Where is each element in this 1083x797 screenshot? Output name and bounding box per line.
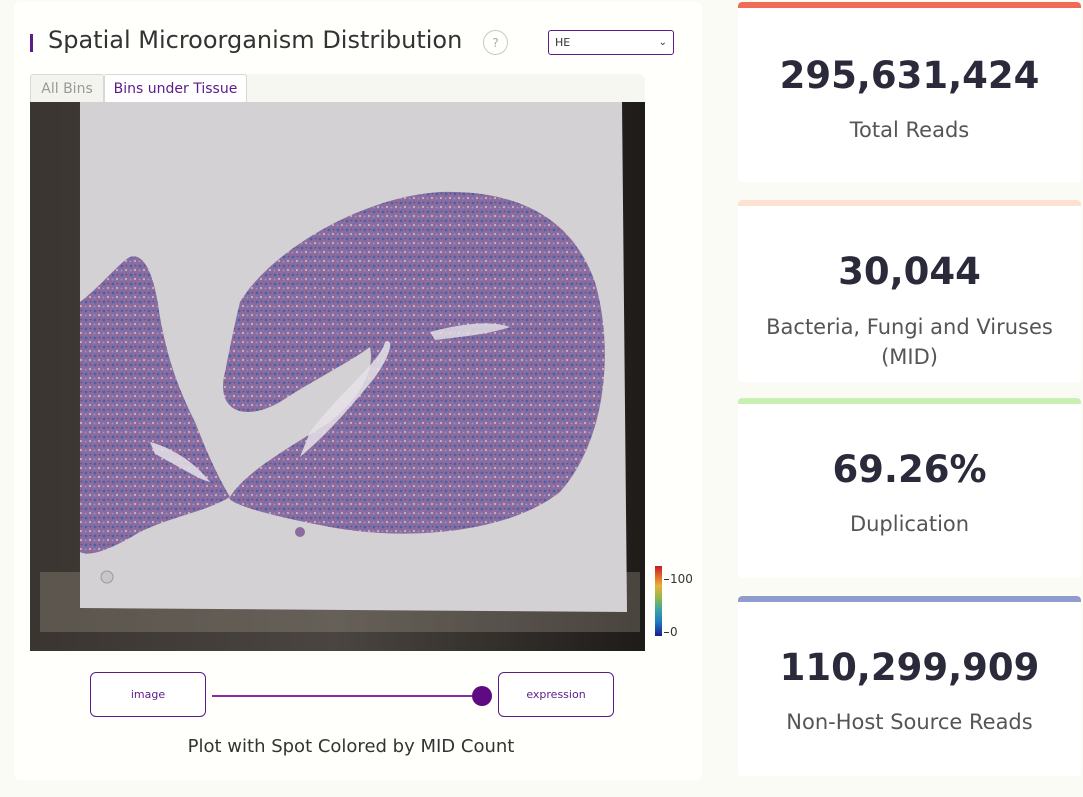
tissue-lobe-left	[80, 256, 230, 554]
help-icon[interactable]: ?	[483, 30, 508, 55]
tissue-fragment	[295, 527, 305, 537]
colorbar-max-label: 100	[670, 572, 693, 586]
stat-value: 69.26%	[832, 448, 987, 491]
stat-label: Non-Host Source Reads	[786, 710, 1033, 734]
stat-value: 110,299,909	[779, 646, 1040, 689]
stat-card-mid: 30,044 Bacteria, Fungi and Viruses (MID)	[738, 200, 1081, 382]
stat-value: 295,631,424	[779, 54, 1040, 97]
tab-all-bins[interactable]: All Bins	[30, 74, 104, 102]
tissue-lobe-right	[223, 191, 605, 534]
airway-gap	[300, 341, 391, 457]
stain-select[interactable]: HE ⌄	[548, 30, 674, 55]
stat-card-duplication: 69.26% Duplication	[738, 398, 1081, 578]
stat-label: Duplication	[849, 512, 970, 536]
slide-marker	[100, 570, 114, 584]
card-accent-bar	[738, 200, 1081, 206]
card-accent-bar	[738, 596, 1081, 602]
colorbar	[655, 566, 662, 636]
airway-gap	[150, 442, 210, 482]
stat-value: 30,044	[838, 250, 981, 293]
stat-label: Bacteria, Fungi and Viruses (MID)	[766, 315, 1053, 369]
image-button[interactable]: image	[90, 672, 206, 717]
stat-card-non-host-reads: 110,299,909 Non-Host Source Reads	[738, 596, 1081, 776]
opacity-slider-track[interactable]	[212, 695, 484, 697]
colorbar-tick-min	[664, 632, 669, 633]
card-accent-bar	[738, 2, 1081, 8]
expression-button[interactable]: expression	[498, 672, 614, 717]
card-accent-bar	[738, 398, 1081, 404]
tissue-image-svg	[30, 102, 645, 651]
stat-label: Total Reads	[849, 118, 970, 142]
tab-bins-under-tissue[interactable]: Bins under Tissue	[104, 74, 247, 102]
stat-card-total-reads: 295,631,424 Total Reads	[738, 2, 1081, 182]
chevron-down-icon: ⌄	[658, 37, 667, 48]
colorbar-min-label: 0	[670, 625, 678, 639]
stain-select-value: HE	[555, 36, 571, 49]
title-accent-bar	[30, 34, 33, 52]
colorbar-tick-max	[664, 579, 669, 580]
tissue-image-plot[interactable]	[30, 102, 645, 651]
panel-title: Spatial Microorganism Distribution	[48, 26, 463, 54]
airway-gap	[430, 323, 510, 340]
opacity-slider-handle[interactable]	[472, 686, 492, 706]
plot-caption: Plot with Spot Colored by MID Count	[187, 736, 515, 757]
